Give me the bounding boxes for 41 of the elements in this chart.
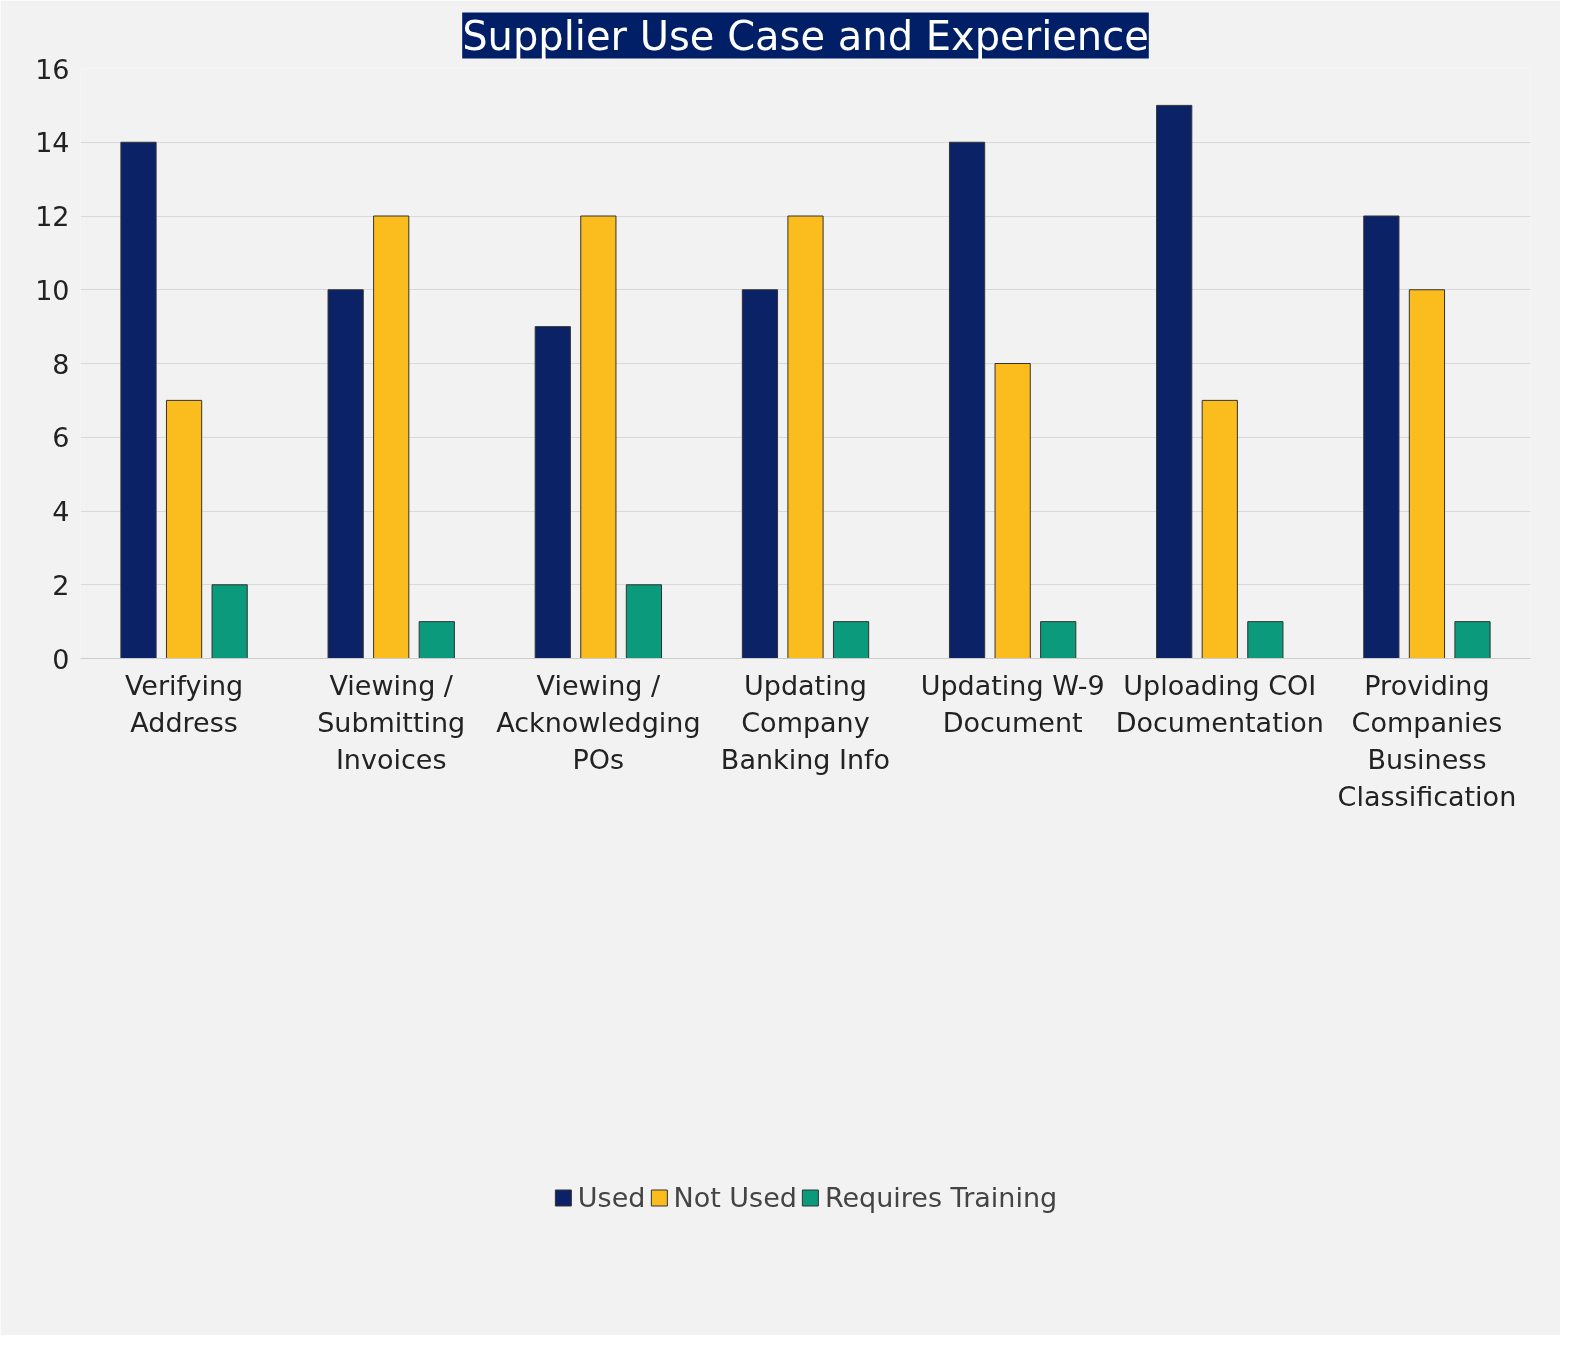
bar <box>1454 621 1491 659</box>
y-tick-label: 10 <box>35 274 70 306</box>
x-tick-label: Uploading COI Documentation <box>1115 669 1324 738</box>
bar <box>832 621 870 659</box>
bar <box>948 141 986 659</box>
y-tick-label: 8 <box>52 348 70 380</box>
x-tick-label: Verifying Address <box>124 669 244 738</box>
bar <box>994 363 1031 659</box>
y-tick-label: 6 <box>52 422 70 454</box>
bar <box>1040 621 1077 659</box>
bar <box>534 326 571 659</box>
bar <box>327 289 364 659</box>
bar <box>741 289 779 659</box>
chart-title: Supplier Use Case and Experience <box>462 12 1149 59</box>
legend-label: Used <box>577 1181 646 1213</box>
bar <box>1247 621 1284 659</box>
y-tick-label: 14 <box>35 127 70 159</box>
x-tick-label: Updating Company Banking Info <box>720 669 891 775</box>
bar <box>1408 289 1446 659</box>
y-tick-label: 2 <box>52 569 70 601</box>
x-tick-label: Providing Companies Business Classification <box>1337 669 1517 813</box>
x-tick-label: Updating W-9 Document <box>920 669 1105 738</box>
bar <box>418 621 455 659</box>
bar <box>1156 104 1193 659</box>
bar <box>580 215 617 659</box>
x-tick-label: Viewing / Submitting Invoices <box>317 669 466 775</box>
bar <box>373 215 410 659</box>
x-tick-label: Viewing / Acknowledging POs <box>496 669 701 775</box>
legend-label: Requires Training <box>824 1181 1058 1213</box>
bar <box>1201 399 1238 659</box>
legend-label: Not Used <box>673 1181 797 1213</box>
bar <box>625 584 663 659</box>
y-tick-label: 4 <box>52 496 70 527</box>
bar <box>787 215 824 659</box>
bar <box>165 399 203 659</box>
y-tick-label: 16 <box>35 53 70 85</box>
y-tick-label: 0 <box>52 643 70 675</box>
bar <box>211 584 248 659</box>
bar <box>1363 215 1400 659</box>
y-tick-label: 12 <box>35 201 70 232</box>
bar <box>120 141 157 659</box>
